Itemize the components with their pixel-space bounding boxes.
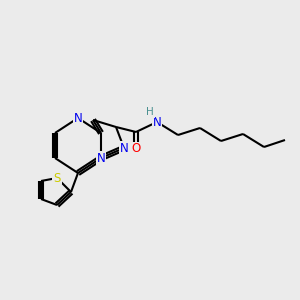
Text: S: S [53, 172, 61, 184]
Text: N: N [74, 112, 82, 124]
Text: H: H [146, 107, 154, 117]
Text: N: N [153, 116, 161, 128]
Text: N: N [97, 152, 105, 164]
Text: N: N [120, 142, 128, 154]
Text: O: O [131, 142, 141, 155]
